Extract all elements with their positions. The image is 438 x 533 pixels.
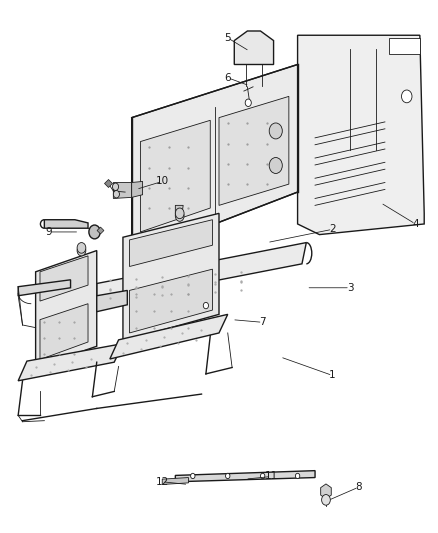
Polygon shape <box>44 220 88 228</box>
Circle shape <box>113 183 119 190</box>
Circle shape <box>77 243 86 253</box>
Text: 2: 2 <box>329 224 336 235</box>
Polygon shape <box>389 38 420 54</box>
Polygon shape <box>97 290 127 312</box>
Circle shape <box>269 158 283 173</box>
Text: 9: 9 <box>46 227 52 237</box>
Circle shape <box>77 245 86 256</box>
Circle shape <box>261 473 265 479</box>
Circle shape <box>269 123 283 139</box>
Polygon shape <box>297 35 424 235</box>
Polygon shape <box>130 220 212 266</box>
Circle shape <box>295 473 300 479</box>
Polygon shape <box>219 96 289 205</box>
Polygon shape <box>175 471 315 482</box>
Circle shape <box>191 473 195 479</box>
Circle shape <box>89 225 100 239</box>
Text: 1: 1 <box>329 370 336 381</box>
Text: 8: 8 <box>355 482 362 492</box>
Text: 11: 11 <box>265 472 278 481</box>
Polygon shape <box>234 31 274 64</box>
Polygon shape <box>123 213 219 341</box>
Circle shape <box>321 495 330 505</box>
Polygon shape <box>97 243 306 304</box>
Polygon shape <box>40 256 88 301</box>
Polygon shape <box>130 269 212 333</box>
Circle shape <box>113 190 120 198</box>
Text: 10: 10 <box>155 176 169 187</box>
Text: 7: 7 <box>259 317 266 327</box>
Polygon shape <box>18 344 123 381</box>
Circle shape <box>226 473 230 479</box>
Circle shape <box>175 211 184 221</box>
Text: 6: 6 <box>224 73 231 83</box>
Text: 4: 4 <box>412 219 419 229</box>
Circle shape <box>175 208 184 219</box>
Polygon shape <box>141 120 210 232</box>
Polygon shape <box>18 280 71 296</box>
Text: 3: 3 <box>346 283 353 293</box>
Polygon shape <box>199 301 212 310</box>
Circle shape <box>402 90 412 103</box>
Polygon shape <box>110 314 228 359</box>
Text: 5: 5 <box>224 33 231 43</box>
Polygon shape <box>40 304 88 360</box>
Polygon shape <box>132 181 143 197</box>
Circle shape <box>245 99 251 107</box>
Polygon shape <box>162 478 188 484</box>
Circle shape <box>203 302 208 309</box>
Polygon shape <box>175 205 183 216</box>
Polygon shape <box>35 251 97 368</box>
Polygon shape <box>132 64 297 256</box>
Polygon shape <box>113 182 132 198</box>
Text: 12: 12 <box>155 477 169 487</box>
